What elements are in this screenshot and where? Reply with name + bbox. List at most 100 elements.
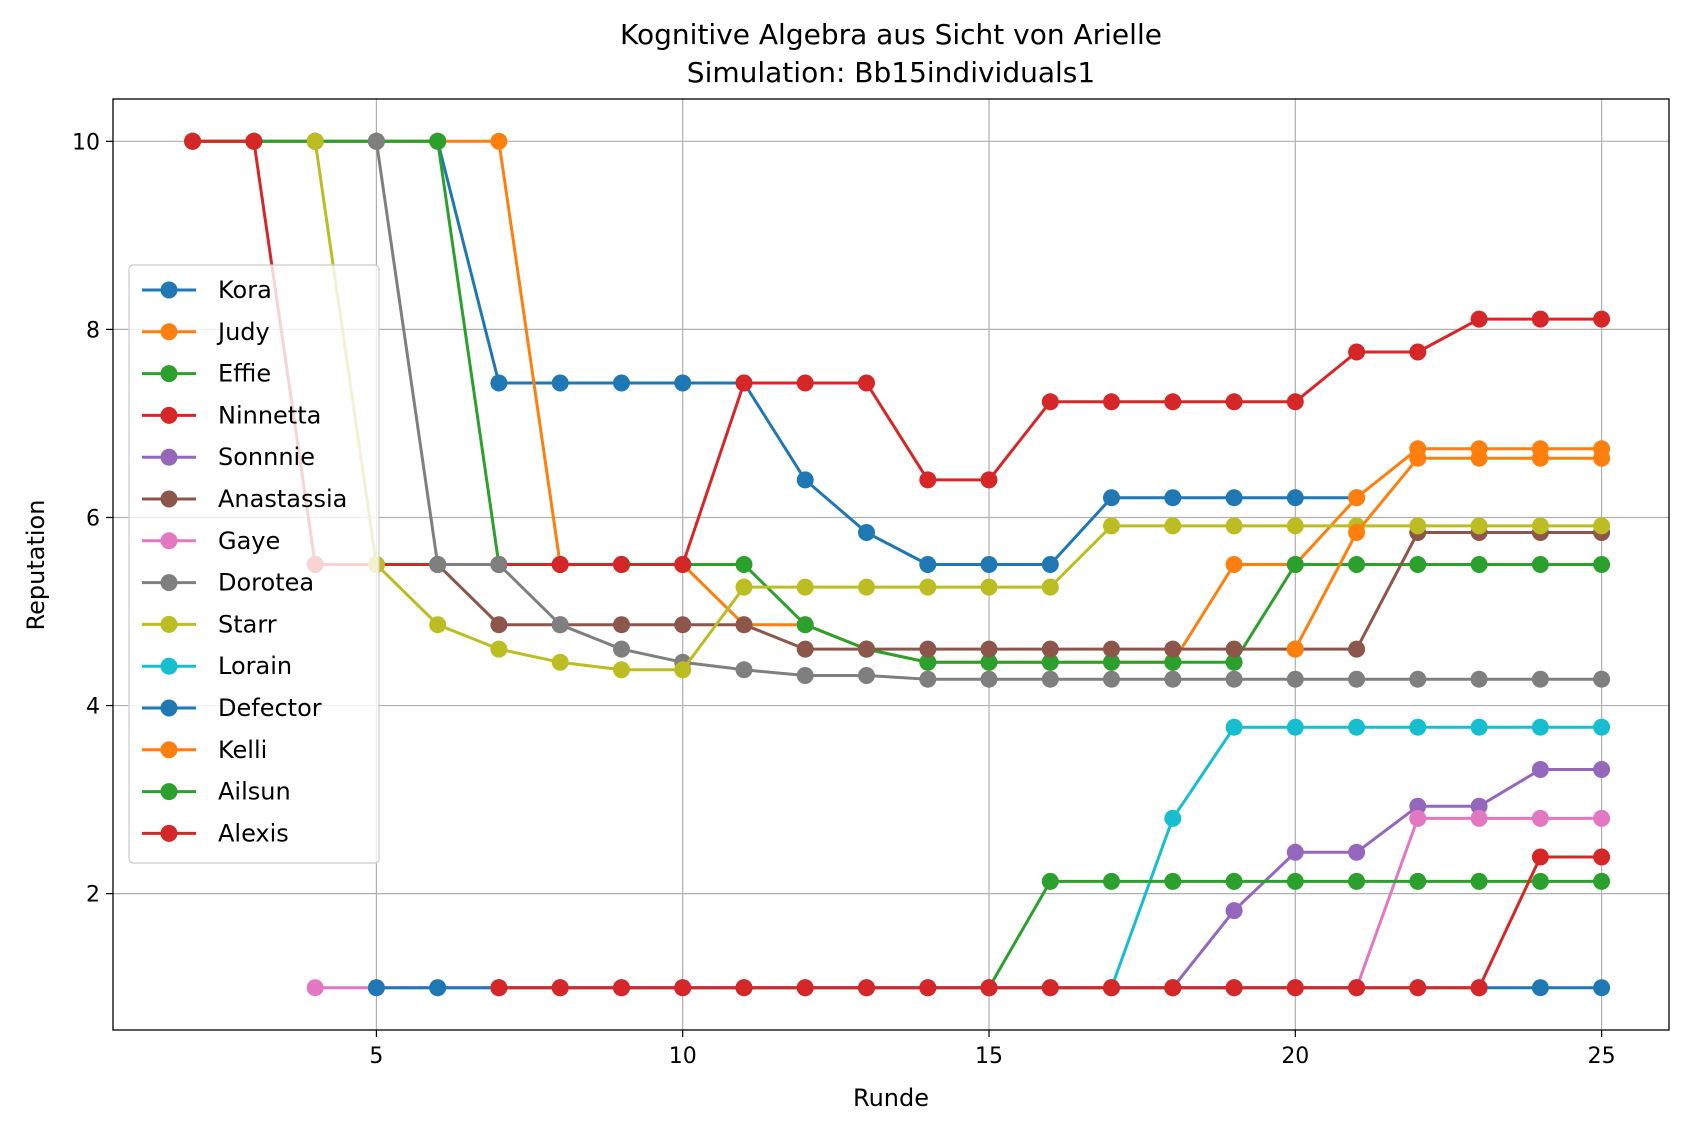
legend-item: Lorain [142,652,292,680]
data-point [858,374,875,392]
legend-label: Dorotea [218,569,314,597]
data-point [1470,670,1488,688]
legend-item: Ailsun [142,778,291,806]
data-point [1286,979,1304,997]
series-line [192,139,1602,664]
data-point [1409,718,1427,736]
data-point [1286,489,1304,507]
data-point [1593,761,1611,778]
series-line [313,141,1602,672]
data-point [919,653,937,671]
series-lorain [1103,718,1611,997]
x-axis-label: Runde [853,1084,929,1112]
data-point [551,374,569,392]
data-point [1409,872,1427,890]
data-point [613,374,630,392]
legend-swatch-marker [160,615,178,633]
data-point [1286,393,1304,411]
data-point [1348,872,1366,890]
legend-label: Effie [218,360,271,388]
data-point [919,670,937,688]
plot-frame [112,98,1670,1031]
legend-label: Lorain [218,652,292,680]
data-point [1164,640,1182,658]
data-point [1225,902,1243,920]
data-point [1348,524,1366,541]
data-point [1103,517,1120,535]
legend-swatch-marker [160,532,178,550]
legend-item: Kora [142,276,272,304]
data-point [1531,718,1549,736]
data-point [980,640,998,658]
data-point [551,556,569,573]
data-point [858,578,875,596]
data-point [1531,556,1549,573]
data-point [735,616,753,634]
x-tick-label: 10 [669,1044,697,1069]
series-line [192,139,1602,566]
x-tick-label: 15 [975,1044,1003,1069]
data-point [1593,310,1611,328]
series-group [184,132,1611,997]
data-point [1593,556,1611,573]
axis-ticks: 5 10 15 20 25 2 4 6 8 10 [72,130,1616,1069]
data-point [490,979,508,997]
data-point [919,640,937,658]
series-line [1293,456,1602,650]
data-point [1531,517,1549,535]
data-point [1286,640,1304,658]
data-point [858,667,875,684]
data-point [1164,872,1182,890]
data-point [1225,718,1243,736]
data-point [796,471,814,489]
legend-swatch-marker [160,323,178,341]
data-point [1041,653,1059,671]
data-point [1531,848,1549,866]
data-point [919,471,937,489]
data-point [613,661,630,679]
legend-item: Judy [142,318,270,346]
data-point [1286,670,1304,688]
data-point [1593,718,1611,736]
legend-item: Starr [142,610,277,638]
data-point [1225,670,1243,688]
legend-swatch-marker [160,281,178,299]
data-point [1348,670,1366,688]
data-point [1593,517,1611,535]
data-point [306,979,324,997]
legend-item: Defector [142,694,322,722]
data-point [796,640,814,658]
data-point [429,556,447,573]
data-point [1041,578,1059,596]
chart-title: Kognitive Algebra aus Sicht von Arielle [620,18,1162,51]
data-point [1103,640,1120,658]
data-point [613,640,630,658]
legend-item: Ninnetta [142,401,321,429]
y-tick-label: 2 [86,883,100,908]
data-point [1593,449,1611,467]
data-point [858,524,875,541]
data-point [1409,809,1427,827]
data-point [1103,979,1120,997]
data-point [613,979,630,997]
y-tick-label: 8 [86,318,100,343]
legend-item: Gaye [142,527,280,555]
data-point [490,616,508,634]
data-point [1470,809,1488,827]
data-point [429,979,447,997]
data-point [1409,979,1427,997]
data-point [674,616,692,634]
data-point [1225,393,1243,411]
legend-label: Ailsun [218,778,291,806]
data-point [551,979,569,997]
legend-item: Effie [142,360,271,388]
data-point [490,374,508,392]
data-point [490,556,508,573]
data-point [1409,449,1427,467]
data-point [1409,343,1427,361]
x-tick-label: 25 [1588,1044,1616,1069]
legend-swatch-marker [160,365,178,383]
data-point [1470,979,1488,997]
series-kelli [1286,449,1611,658]
legend-swatch-marker [160,824,178,842]
